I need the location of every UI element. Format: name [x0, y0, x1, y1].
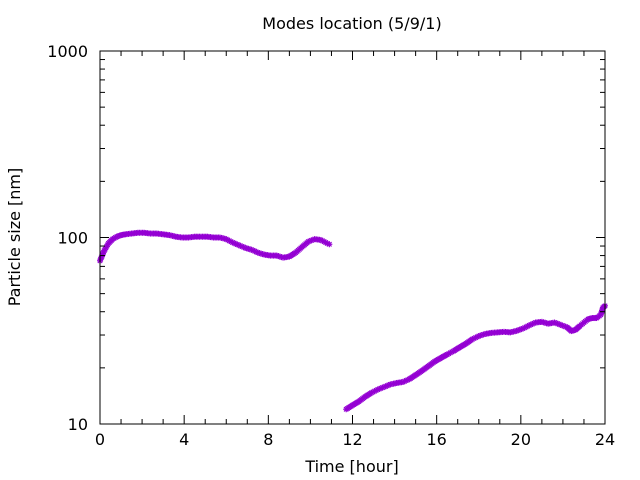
axes: 0 4 8 12 16 20 24 10 100 1000: [47, 42, 615, 449]
plot-area: [97, 229, 608, 413]
x-tick-label: 0: [95, 430, 105, 449]
y-tick-label: 10: [68, 415, 88, 434]
x-tick-label: 8: [263, 430, 273, 449]
y-tick-label: 1000: [47, 42, 88, 61]
data-point: [326, 241, 333, 248]
x-tick-label: 12: [342, 430, 362, 449]
x-tick-label: 24: [595, 430, 615, 449]
x-tick-label: 20: [511, 430, 531, 449]
y-axis-label: Particle size [nm]: [5, 168, 24, 307]
chart-title: Modes location (5/9/1): [262, 14, 441, 33]
y-tick-label: 100: [57, 229, 88, 248]
x-tick-label: 4: [179, 430, 189, 449]
x-axis-label: Time [hour]: [304, 457, 398, 476]
x-tick-label: 16: [426, 430, 446, 449]
